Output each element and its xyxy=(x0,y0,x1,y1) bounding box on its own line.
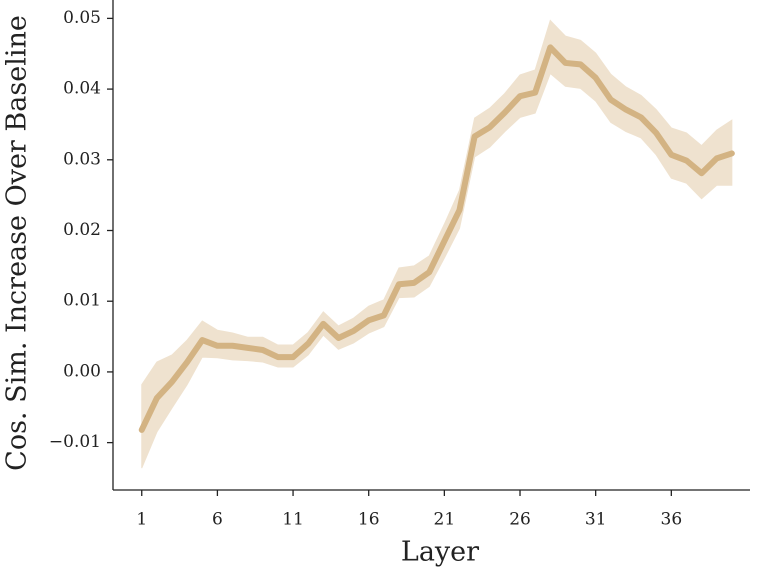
y-tick-label: 0.05 xyxy=(63,8,101,28)
y-tick-label: 0.03 xyxy=(63,149,101,169)
y-tick-label: 0.04 xyxy=(63,79,101,99)
x-tick-label: 31 xyxy=(585,510,607,530)
x-tick-label: 11 xyxy=(282,510,304,530)
x-axis-label: Layer xyxy=(401,537,479,568)
y-tick-label: 0.02 xyxy=(63,220,101,240)
y-axis-label: Cos. Sim. Increase Over Baseline xyxy=(2,15,33,471)
x-tick-label: 16 xyxy=(358,510,380,530)
x-tick-label: 6 xyxy=(212,510,223,530)
x-tick-label: 26 xyxy=(509,510,531,530)
x-tick-label: 1 xyxy=(136,510,147,530)
confidence-band xyxy=(141,19,733,469)
y-tick-label: 0.00 xyxy=(63,361,101,381)
x-tick-label: 21 xyxy=(434,510,456,530)
line xyxy=(138,44,735,433)
x-tick-label: 36 xyxy=(661,510,683,530)
y-tick-label: −0.01 xyxy=(49,432,101,452)
y-tick-label: 0.01 xyxy=(63,291,101,311)
